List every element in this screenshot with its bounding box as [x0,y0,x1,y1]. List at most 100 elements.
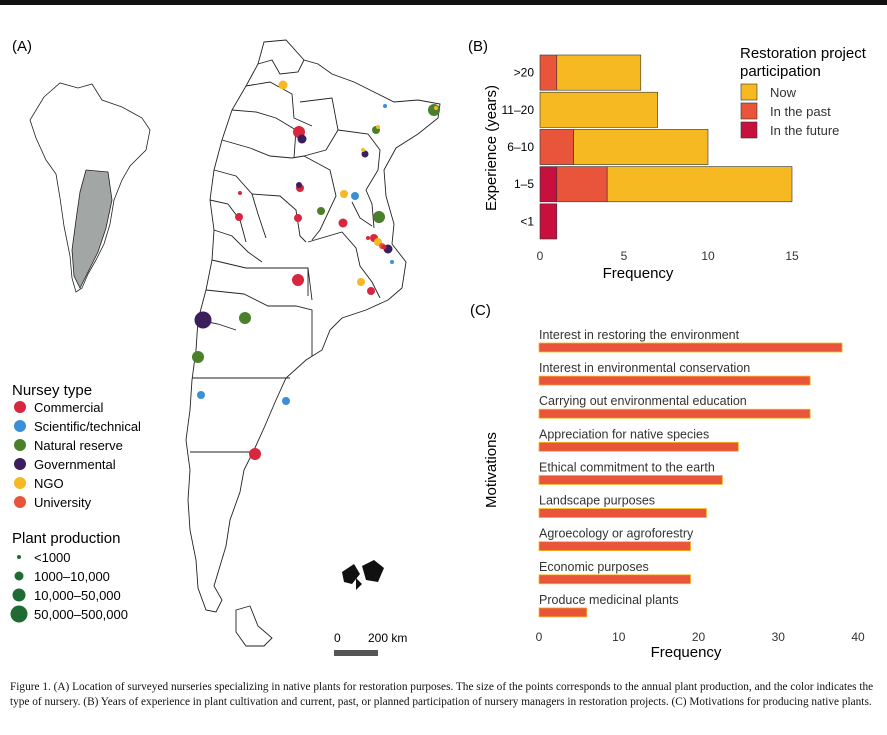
caption-text: (A) Location of surveyed nurseries speci… [10,681,874,708]
bar-c [538,508,707,518]
legend-size-label: 10,000–50,000 [34,588,121,603]
map-point [294,214,302,222]
motivation-label: Carrying out environmental education [539,394,747,408]
legend-size-swatch [17,555,21,559]
bar-c [538,441,739,452]
scale-label-end: 200 km [368,631,407,645]
map-point [278,80,288,90]
legend-size-swatch [12,588,26,602]
legend-type-swatch [14,439,26,451]
legend-type-label: University [34,495,92,510]
legend-b-label: Now [770,85,797,100]
legend-title-line1: Restoration project [740,45,867,62]
bar-c [538,475,723,485]
bar-b-segment [539,91,658,128]
caption-label: Figure 1. [10,681,51,693]
axis-label-y: Experience (years) [483,85,500,211]
tick-label-x: 0 [537,249,544,263]
bar-b-segment [606,166,793,203]
tick-label-y: <1 [520,214,534,228]
axis-label-y: Motivations [483,432,500,508]
map-point [390,260,394,264]
legend-type-label: Commercial [34,400,103,415]
map-point [361,148,365,152]
map-point [282,397,290,405]
tick-label-x: 0 [536,630,543,644]
legend-type-swatch [14,401,26,413]
map-point [373,211,385,223]
tick-label-y: 6–10 [507,140,534,154]
legend-type-swatch [14,477,26,489]
tick-label-x: 30 [772,630,786,644]
islands [342,560,384,590]
bar-c [538,375,811,386]
motivation-label: Landscape purposes [539,494,655,508]
legend-type-swatch [14,420,26,432]
panel-c-label: (C) [470,302,491,319]
map-point [357,278,365,286]
tick-label-y: 11–20 [502,103,535,117]
legend-b-swatch [740,121,758,139]
map-point [366,236,370,240]
legend-type-label: Scientific/technical [34,419,141,434]
map-point [340,190,348,198]
legend-type-swatch [14,496,26,508]
map-point [338,218,348,228]
motivation-label: Agroecology or agroforestry [539,527,694,541]
bar-c [538,408,811,419]
tick-label-y: >20 [514,66,535,80]
bar-b-segment [556,166,608,203]
bar-c [538,342,843,353]
argentina-map [185,39,441,647]
legend-type-swatch [14,458,26,470]
bar-c [538,574,691,585]
bar-c [538,607,588,618]
motivation-label: Interest in environmental conservation [539,361,750,375]
legend-size-label: 1000–10,000 [34,569,110,584]
scale-bar-block [334,650,378,656]
map-point [194,311,212,329]
bar-b-segment [539,203,558,240]
motivation-label: Appreciation for native species [539,427,709,441]
map-point [197,391,205,399]
figure-caption: Figure 1. (A) Location of surveyed nurse… [10,680,885,710]
tick-label-x: 5 [621,249,628,263]
bar-b-segment [539,54,558,91]
map-point [296,182,302,188]
legend-type-label: NGO [34,476,64,491]
chart-motivations: Interest in restoring the environment Int… [483,328,865,661]
motivation-label: Economic purposes [539,560,649,574]
map-point [376,125,380,129]
scale-bar: 0 200 km [334,631,407,656]
figure-canvas: (A) [10,38,867,661]
bar-b-segment [556,54,642,91]
legend-title-line2: participation [740,63,821,80]
tick-label-x: 40 [851,630,865,644]
bar-c [538,541,691,552]
map-point [317,207,325,215]
map-point [239,312,251,324]
motivation-label: Ethical commitment to the earth [539,460,715,474]
bar-b-segment [539,166,558,203]
motivation-label: Produce medicinal plants [539,593,679,607]
map-point [192,351,204,363]
tick-label-x: 20 [692,630,706,644]
legend-b-label: In the past [770,104,831,119]
map-point [249,448,261,460]
map-point [238,191,242,195]
nursery-points [192,80,440,460]
tick-label-x: 10 [612,630,626,644]
map-point [235,213,243,221]
legend-b-swatch [740,83,758,101]
legend-size-title: Plant production [12,530,120,547]
panel-a-label: (A) [12,38,32,55]
legend-nursery-type: Nursey type Commercial Scientific/technic… [10,382,141,623]
map-point [292,274,304,286]
legend-type-label: Governmental [34,457,116,472]
map-point [434,106,438,110]
map-point [367,287,375,295]
map-point [428,104,440,116]
legend-size-label: <1000 [34,550,71,565]
tick-label-x: 10 [701,249,715,263]
scale-label-start: 0 [334,631,341,645]
